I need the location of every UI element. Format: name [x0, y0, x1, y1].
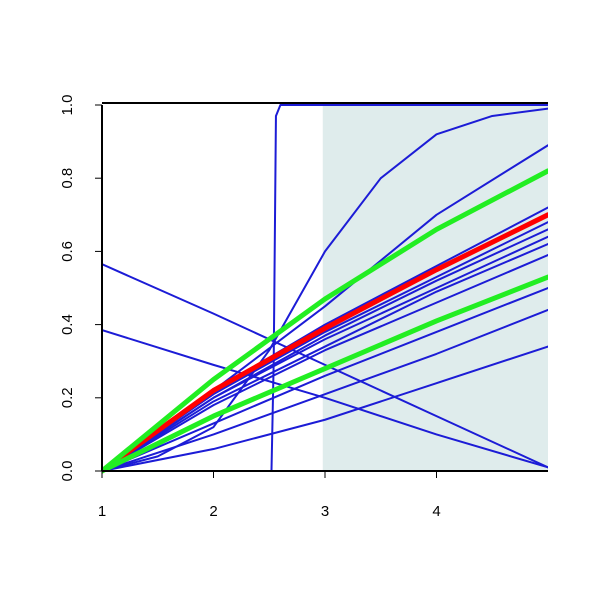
line [102, 243, 548, 472]
line [102, 287, 548, 472]
line [102, 308, 548, 472]
y-tick-label: 0.2 [59, 387, 76, 408]
line [102, 168, 548, 474]
x-tick-label: 1 [98, 503, 106, 520]
line [102, 254, 548, 472]
y-tick-label: 0.0 [59, 461, 76, 482]
x-tick-label: 2 [209, 503, 217, 520]
x-tick-label: 4 [432, 503, 440, 520]
x-tick-label: 3 [321, 503, 329, 520]
line [102, 212, 548, 474]
line [102, 263, 548, 469]
y-tick-label: 0.6 [59, 241, 76, 262]
line [102, 345, 548, 472]
line [102, 235, 548, 472]
y-tick-label: 1.0 [59, 95, 76, 116]
y-tick-label: 0.4 [59, 314, 76, 335]
line [102, 329, 548, 469]
y-tick-label: 0.8 [59, 168, 76, 189]
line [102, 274, 548, 474]
